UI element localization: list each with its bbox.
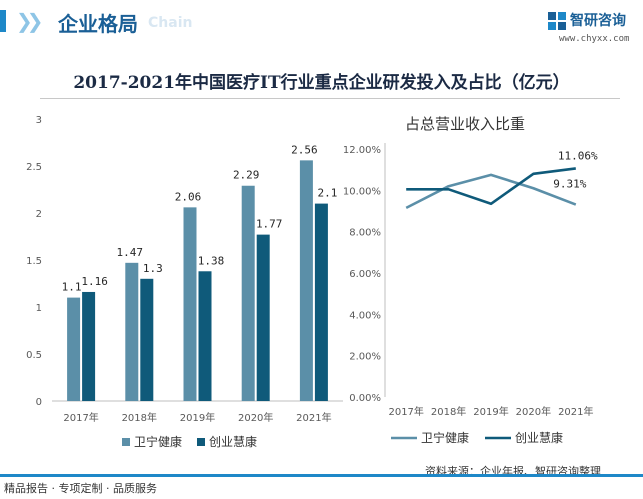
bar bbox=[241, 185, 255, 401]
bar-y-tick-label: 1.5 bbox=[26, 256, 42, 267]
bar-data-label: 1.3 bbox=[143, 262, 163, 275]
line-x-tick-label: 2018年 bbox=[431, 405, 466, 418]
line-y-tick-label: 6.00% bbox=[349, 269, 381, 280]
bar bbox=[299, 160, 313, 401]
bar-data-label: 2.56 bbox=[291, 143, 318, 156]
chart-title: 2017-2021年中国医疗IT行业重点企业研发投入及占比（亿元） bbox=[73, 73, 570, 93]
legend-label: 创业慧康 bbox=[515, 430, 563, 445]
logo-url: www.chyxx.com bbox=[559, 34, 630, 44]
bar-x-tick-label: 2019年 bbox=[180, 411, 215, 424]
line-y-tick-label: 0.00% bbox=[349, 393, 381, 404]
line-y-tick-label: 10.00% bbox=[343, 186, 381, 197]
legend-swatch bbox=[122, 438, 130, 446]
logo-icon bbox=[548, 12, 566, 30]
bar-y-tick-label: 2.5 bbox=[26, 162, 42, 173]
line-x-tick-label: 2019年 bbox=[473, 405, 508, 418]
bar-x-tick-label: 2020年 bbox=[238, 411, 273, 424]
bar-x-tick-label: 2017年 bbox=[63, 411, 98, 424]
bar-data-label: 1.1 bbox=[62, 281, 82, 294]
bar bbox=[67, 297, 81, 401]
bar-y-tick-label: 3 bbox=[36, 115, 42, 126]
section-subtitle: Chain bbox=[148, 15, 193, 31]
series-line bbox=[406, 167, 576, 206]
bar-y-tick-label: 0 bbox=[36, 397, 42, 408]
line-chart-title: 占总营业收入比重 bbox=[405, 115, 525, 133]
line-x-tick-label: 2017年 bbox=[388, 405, 423, 418]
bar-data-label: 1.38 bbox=[198, 254, 225, 267]
bar-y-tick-label: 1 bbox=[36, 303, 42, 314]
bar-data-label: 2.1 bbox=[317, 187, 337, 200]
bar-data-label: 1.77 bbox=[256, 218, 283, 231]
bar-x-tick-label: 2021年 bbox=[296, 411, 331, 424]
bar bbox=[314, 203, 328, 401]
line-y-tick-label: 12.00% bbox=[343, 145, 381, 156]
bar bbox=[256, 234, 270, 401]
line-data-label: 11.06% bbox=[558, 149, 598, 162]
bar-x-tick-label: 2018年 bbox=[122, 411, 157, 424]
legend-swatch bbox=[197, 438, 205, 446]
line-x-tick-label: 2020年 bbox=[516, 405, 551, 418]
bar-data-label: 1.47 bbox=[117, 246, 144, 259]
bar-data-label: 2.29 bbox=[233, 169, 260, 182]
header: ❯❯ 企业格局 Chain 智研咨询 www.chyxx.com bbox=[0, 0, 643, 50]
footer-line bbox=[0, 474, 643, 477]
line-x-tick-label: 2021年 bbox=[558, 405, 593, 418]
line-y-tick-label: 2.00% bbox=[349, 352, 381, 363]
line-data-label: 9.31% bbox=[553, 178, 586, 191]
bar bbox=[82, 291, 96, 401]
bar-data-label: 1.16 bbox=[81, 275, 108, 288]
footer-tagline: 精品报告 · 专项定制 · 品质服务 bbox=[4, 482, 157, 495]
bar bbox=[125, 262, 139, 401]
bar bbox=[183, 207, 197, 401]
footer: 精品报告 · 专项定制 · 品质服务 bbox=[0, 474, 643, 499]
line-y-tick-label: 4.00% bbox=[349, 310, 381, 321]
legend-label: 卫宁健康 bbox=[421, 430, 469, 445]
bar bbox=[140, 278, 154, 401]
line-y-tick-label: 8.00% bbox=[349, 228, 381, 239]
legend-label: 创业慧康 bbox=[209, 434, 257, 449]
logo-name: 智研咨询 bbox=[570, 13, 626, 29]
bar-data-label: 2.06 bbox=[175, 190, 202, 203]
series-line bbox=[405, 173, 577, 210]
bar-y-tick-label: 2 bbox=[36, 209, 42, 220]
legend-label: 卫宁健康 bbox=[134, 434, 182, 449]
title-divider bbox=[40, 98, 620, 99]
header-accent-bar bbox=[0, 10, 6, 32]
bar bbox=[198, 271, 212, 401]
section-title: 企业格局 bbox=[58, 12, 138, 36]
bar-y-tick-label: 0.5 bbox=[26, 350, 42, 361]
